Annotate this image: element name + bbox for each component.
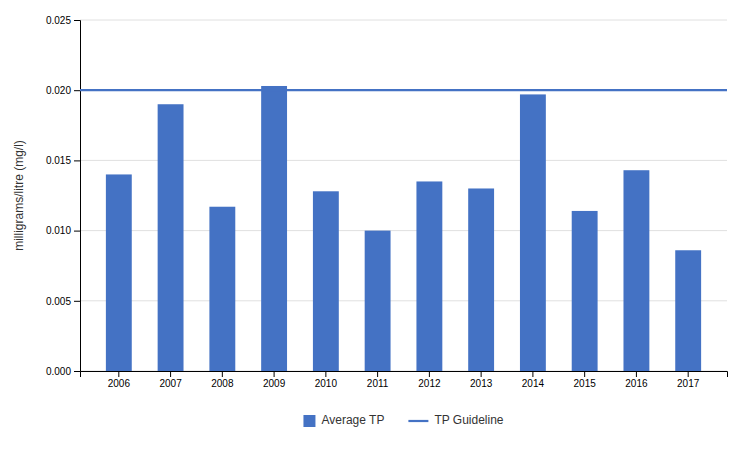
tick: 0.010 <box>46 225 80 236</box>
bar <box>313 191 339 371</box>
tick-label: 2017 <box>677 378 700 389</box>
bar-series <box>106 86 701 371</box>
tick: 2008 <box>211 371 234 389</box>
tick-label: 0.020 <box>46 85 71 96</box>
tick-label: 2008 <box>211 378 234 389</box>
tick-label: 2006 <box>108 378 131 389</box>
bar <box>106 174 132 371</box>
bar <box>416 181 442 371</box>
tick-label: 2016 <box>625 378 648 389</box>
tick-label: 2012 <box>418 378 441 389</box>
tick-label: 2007 <box>159 378 182 389</box>
tick-mark <box>74 301 80 302</box>
tick-label: 0.015 <box>46 155 71 166</box>
grid-line <box>80 20 727 21</box>
bar <box>365 231 391 371</box>
tick-mark <box>170 371 171 377</box>
tick-mark <box>532 371 533 377</box>
tick-mark <box>74 160 80 161</box>
tick: 2017 <box>677 371 700 389</box>
tick: 0.015 <box>46 155 80 166</box>
bar <box>520 94 546 371</box>
tick-mark <box>118 371 119 377</box>
bar <box>158 104 184 371</box>
tick: 0.000 <box>46 366 80 377</box>
y-axis-label: milligrams/litre (mg/l) <box>12 140 26 251</box>
tick-label: 0.010 <box>46 225 71 236</box>
tick-label: 0.025 <box>46 15 71 26</box>
marks <box>80 86 727 371</box>
y-axis: 0.000 0.005 0.010 0.015 0.020 0.025 <box>46 15 81 377</box>
tick-mark <box>688 371 689 377</box>
tick-label: 0.000 <box>46 366 71 377</box>
legend-swatch <box>408 420 428 422</box>
tick-label: 2015 <box>574 378 597 389</box>
tick-mark <box>274 371 275 377</box>
legend-label: TP Guideline <box>434 413 503 427</box>
tick-mark <box>481 371 482 377</box>
tick: 2011 <box>367 371 389 389</box>
tick: 2016 <box>625 371 648 389</box>
bar <box>623 170 649 371</box>
tick: 2010 <box>315 371 338 389</box>
tick: 2009 <box>263 371 286 389</box>
tick: 2012 <box>418 371 441 389</box>
bar <box>572 211 598 371</box>
legend-label: Average TP <box>321 413 384 427</box>
axis-line <box>81 372 728 378</box>
tick: 2014 <box>522 371 545 389</box>
tick-mark <box>74 20 80 21</box>
axis-line <box>74 21 81 372</box>
grid-line <box>80 90 727 91</box>
chart: 0.0000.0050.0100.0150.0200.0252006200720… <box>0 0 752 451</box>
tick-label: 2013 <box>470 378 493 389</box>
tick-mark <box>429 371 430 377</box>
tick-mark <box>325 371 326 377</box>
legend-swatch <box>303 415 315 427</box>
tick-label: 2011 <box>367 378 389 389</box>
tick: 2015 <box>574 371 597 389</box>
tick-label: 2009 <box>263 378 286 389</box>
tick: 0.005 <box>46 296 80 307</box>
tick-mark <box>584 371 585 377</box>
tick: 0.020 <box>46 85 80 96</box>
tick-label: 2010 <box>315 378 338 389</box>
legend-item: Average TP <box>303 413 384 427</box>
legend: Average TP TP Guideline <box>303 413 503 427</box>
bar <box>675 250 701 371</box>
x-axis: 2006 2007 2008 2009 2010 2011 2012 2013 2014 2015… <box>81 371 728 389</box>
bar <box>468 188 494 371</box>
plot: 0.0000.0050.0100.0150.0200.0252006200720… <box>46 15 728 389</box>
tick-mark <box>377 371 378 377</box>
tick-mark <box>636 371 637 377</box>
legend-item: TP Guideline <box>408 413 503 427</box>
bar <box>261 86 287 371</box>
tick-label: 2014 <box>522 378 545 389</box>
tick: 2006 <box>108 371 131 389</box>
tick: 2013 <box>470 371 493 389</box>
grid <box>80 20 727 371</box>
tick: 2007 <box>159 371 182 389</box>
tick-mark <box>74 231 80 232</box>
tick-mark <box>222 371 223 377</box>
tick: 0.025 <box>46 15 80 26</box>
tick-mark <box>74 90 80 91</box>
guideline <box>80 89 727 91</box>
tick-label: 0.005 <box>46 296 71 307</box>
bar <box>209 207 235 371</box>
tick-mark <box>74 371 80 372</box>
